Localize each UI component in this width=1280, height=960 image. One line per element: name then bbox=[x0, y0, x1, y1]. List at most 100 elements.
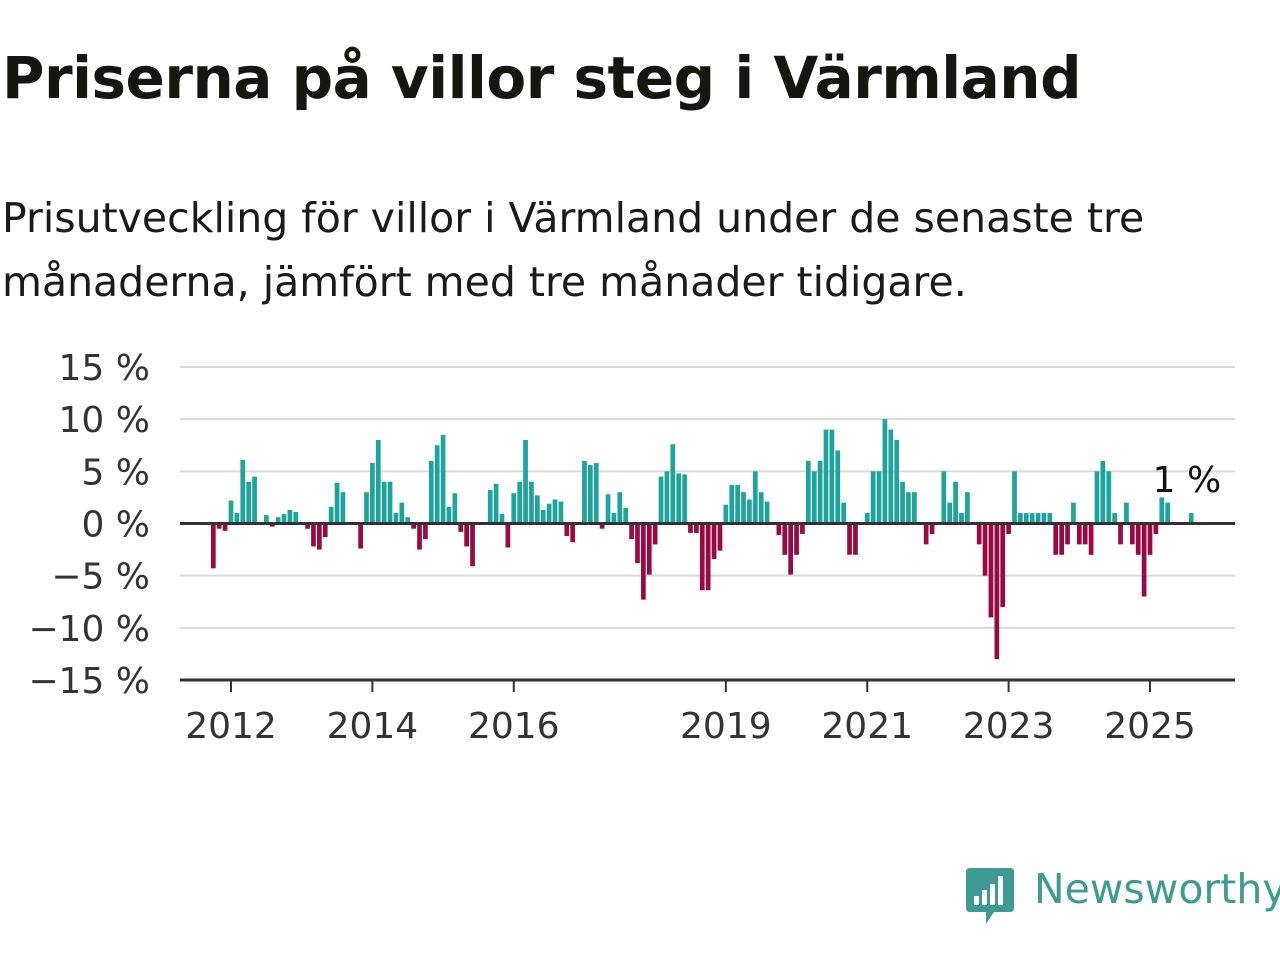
bar bbox=[847, 523, 852, 555]
bar bbox=[664, 471, 670, 524]
bar bbox=[1153, 523, 1159, 534]
x-tick-label: 2016 bbox=[468, 706, 560, 747]
bar bbox=[399, 502, 405, 524]
bar-chart-icon bbox=[966, 868, 1014, 924]
bar bbox=[864, 513, 870, 524]
axis-labels: 15 % 10 % 5 % 0 % −5 % −10 % −15 % 2012 2014 2016… bbox=[28, 348, 1221, 747]
bar bbox=[658, 476, 664, 524]
bar bbox=[853, 523, 858, 555]
bar bbox=[723, 504, 729, 524]
bar bbox=[988, 523, 994, 618]
bar bbox=[1165, 502, 1171, 524]
bar bbox=[293, 512, 299, 524]
bar bbox=[735, 484, 740, 524]
bar bbox=[322, 523, 328, 538]
bar bbox=[582, 460, 587, 524]
bar bbox=[423, 523, 428, 540]
bar bbox=[635, 523, 640, 564]
bar bbox=[364, 492, 369, 524]
bar bbox=[1159, 497, 1165, 524]
bar bbox=[1035, 513, 1041, 524]
bar bbox=[328, 506, 334, 524]
bar bbox=[888, 429, 894, 524]
bar bbox=[588, 465, 593, 524]
bar bbox=[1018, 513, 1023, 524]
bar bbox=[982, 523, 988, 576]
bar bbox=[882, 419, 888, 524]
newsworthy-logo: Newsworthy bbox=[964, 864, 1280, 928]
bar bbox=[558, 501, 564, 524]
bar bbox=[599, 523, 605, 529]
bar bbox=[912, 492, 917, 524]
bar bbox=[446, 506, 452, 524]
bar bbox=[210, 523, 216, 569]
bar bbox=[1012, 471, 1017, 524]
bar bbox=[417, 523, 422, 550]
bar bbox=[305, 523, 310, 529]
bar bbox=[222, 523, 228, 531]
bar bbox=[1059, 523, 1064, 555]
bar bbox=[593, 462, 599, 524]
bar bbox=[705, 523, 711, 591]
bar bbox=[505, 523, 511, 548]
bar bbox=[1023, 513, 1029, 524]
bar bbox=[275, 517, 281, 524]
chart-title: Priserna på villor steg i Värmland bbox=[2, 44, 1082, 112]
bar bbox=[517, 481, 523, 524]
x-tick-label: 2019 bbox=[680, 706, 772, 747]
bar bbox=[652, 523, 658, 545]
bar bbox=[487, 490, 493, 524]
bar bbox=[1088, 523, 1094, 555]
bar bbox=[699, 523, 705, 591]
bar bbox=[1118, 523, 1123, 545]
bar bbox=[381, 481, 387, 524]
bar bbox=[499, 514, 505, 524]
bar bbox=[370, 462, 375, 524]
bar bbox=[387, 481, 393, 524]
bar bbox=[729, 484, 735, 524]
bar bbox=[317, 523, 322, 550]
bar bbox=[1141, 523, 1147, 597]
bar bbox=[523, 440, 528, 524]
bar bbox=[458, 523, 464, 532]
bar bbox=[941, 471, 947, 524]
bar bbox=[817, 460, 823, 524]
last-value-label: 1 % bbox=[1153, 460, 1222, 501]
bar bbox=[953, 481, 958, 524]
bar bbox=[334, 482, 340, 524]
axes bbox=[180, 522, 1235, 692]
bar bbox=[929, 523, 935, 534]
x-tick-label: 2012 bbox=[185, 706, 277, 747]
bar-chart: 15 % 10 % 5 % 0 % −5 % −10 % −15 % 2012 2014 2016… bbox=[28, 348, 1235, 747]
bar bbox=[717, 523, 723, 551]
bar bbox=[923, 523, 929, 545]
bar bbox=[994, 523, 1000, 660]
bar bbox=[470, 523, 475, 567]
bar bbox=[1053, 523, 1059, 555]
bar bbox=[1029, 513, 1035, 524]
bar bbox=[240, 459, 246, 524]
bar bbox=[900, 481, 905, 524]
bar bbox=[511, 493, 517, 524]
bar bbox=[1188, 513, 1194, 524]
bar bbox=[534, 495, 540, 524]
bar bbox=[764, 501, 770, 524]
chart-subtitle: Prisutveckling för villor i Värmland und… bbox=[2, 194, 1145, 306]
bar bbox=[340, 492, 346, 524]
bars bbox=[210, 419, 1194, 660]
grid-lines bbox=[180, 366, 1235, 629]
bar bbox=[947, 502, 953, 524]
bar bbox=[234, 513, 240, 524]
bar bbox=[747, 499, 752, 524]
bar bbox=[540, 509, 546, 524]
y-tick-label: −5 % bbox=[51, 557, 150, 598]
bar bbox=[1071, 502, 1076, 524]
bar bbox=[1041, 513, 1047, 524]
bar bbox=[752, 471, 758, 524]
y-tick-label: −10 % bbox=[28, 609, 150, 650]
bar bbox=[611, 513, 617, 524]
bar bbox=[434, 445, 440, 524]
bar bbox=[776, 523, 782, 535]
bar bbox=[711, 523, 717, 559]
bar bbox=[552, 499, 558, 524]
